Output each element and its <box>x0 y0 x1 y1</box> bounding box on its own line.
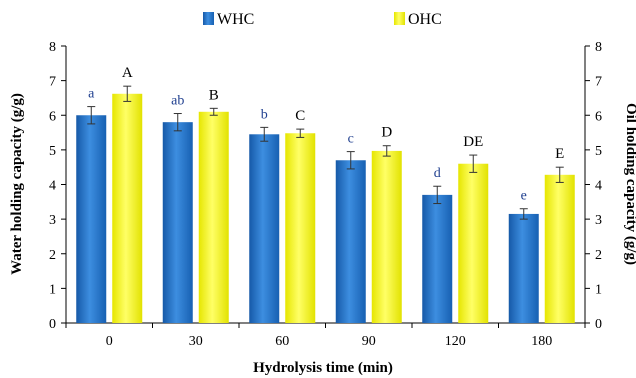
bar-whc <box>508 213 539 323</box>
significance-label-whc: c <box>348 132 354 147</box>
bar-ohc <box>371 150 402 323</box>
significance-label-whc: e <box>521 189 527 204</box>
legend-label-whc: WHC <box>217 11 254 28</box>
bar-whc <box>249 134 280 323</box>
left-y-tick-label: 6 <box>49 109 56 124</box>
x-tick-label: 30 <box>189 334 203 349</box>
x-tick-label: 180 <box>531 334 552 349</box>
x-axis-title: Hydrolysis time (min) <box>253 360 393 376</box>
legend: WHC OHC <box>203 11 442 28</box>
bars: a Aab Bb Cc Dd DE e E <box>76 65 575 323</box>
x-tick-label: 120 <box>445 334 466 349</box>
left-y-tick-label: 1 <box>49 282 56 297</box>
left-y-tick-label: 2 <box>49 248 56 263</box>
significance-label-ohc: D <box>381 125 392 141</box>
significance-label-whc: b <box>261 107 268 122</box>
x-tick-label: 90 <box>362 334 376 349</box>
bar-ohc <box>458 163 489 323</box>
significance-label-ohc: C <box>295 108 305 124</box>
axes: 0 0 1 1 2 2 3 3 4 4 5 5 6 6 7 7 8 8 0 30 60 90 120 180 <box>49 40 602 349</box>
significance-label-ohc: B <box>209 87 219 103</box>
bar-ohc <box>198 111 229 323</box>
legend-label-ohc: OHC <box>408 11 442 28</box>
right-y-tick-label: 0 <box>595 317 602 332</box>
right-y-tick-label: 1 <box>595 282 602 297</box>
significance-label-ohc: A <box>122 65 133 81</box>
significance-label-ohc: DE <box>463 134 483 150</box>
bar-whc <box>162 122 193 323</box>
bar-ohc <box>112 93 143 323</box>
right-y-tick-label: 3 <box>595 213 602 228</box>
bar-whc <box>335 160 366 323</box>
bar-whc <box>422 194 453 323</box>
left-y-axis-title: Water holding capacity (g/g) <box>9 93 25 275</box>
x-tick-label: 0 <box>106 334 113 349</box>
left-y-tick-label: 0 <box>49 317 56 332</box>
right-y-tick-label: 6 <box>595 109 602 124</box>
legend-swatch-ohc <box>394 12 405 25</box>
left-y-tick-label: 5 <box>49 144 56 159</box>
right-y-tick-label: 8 <box>595 40 602 55</box>
right-y-tick-label: 4 <box>595 179 602 194</box>
legend-item-whc: WHC <box>203 11 254 28</box>
left-y-tick-label: 3 <box>49 213 56 228</box>
significance-label-whc: d <box>434 166 441 181</box>
x-tick-label: 60 <box>275 334 289 349</box>
significance-label-whc: a <box>88 87 95 102</box>
bar-ohc <box>544 174 575 323</box>
right-y-tick-label: 2 <box>595 248 602 263</box>
legend-item-ohc: OHC <box>394 11 442 28</box>
significance-label-whc: ab <box>171 94 184 109</box>
left-y-tick-label: 8 <box>49 40 56 55</box>
left-y-tick-label: 4 <box>49 179 56 194</box>
right-y-tick-label: 7 <box>595 75 602 90</box>
bar-ohc <box>285 133 316 323</box>
right-y-tick-label: 5 <box>595 144 602 159</box>
right-y-axis-title: Oil holding capacity (g/g) <box>623 103 636 265</box>
bar-whc <box>76 115 107 323</box>
significance-label-ohc: E <box>555 146 564 162</box>
legend-swatch-whc <box>203 12 214 25</box>
left-y-tick-label: 7 <box>49 75 56 90</box>
